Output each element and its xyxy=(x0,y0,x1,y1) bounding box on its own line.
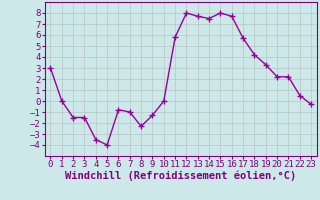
X-axis label: Windchill (Refroidissement éolien,°C): Windchill (Refroidissement éolien,°C) xyxy=(65,171,296,181)
